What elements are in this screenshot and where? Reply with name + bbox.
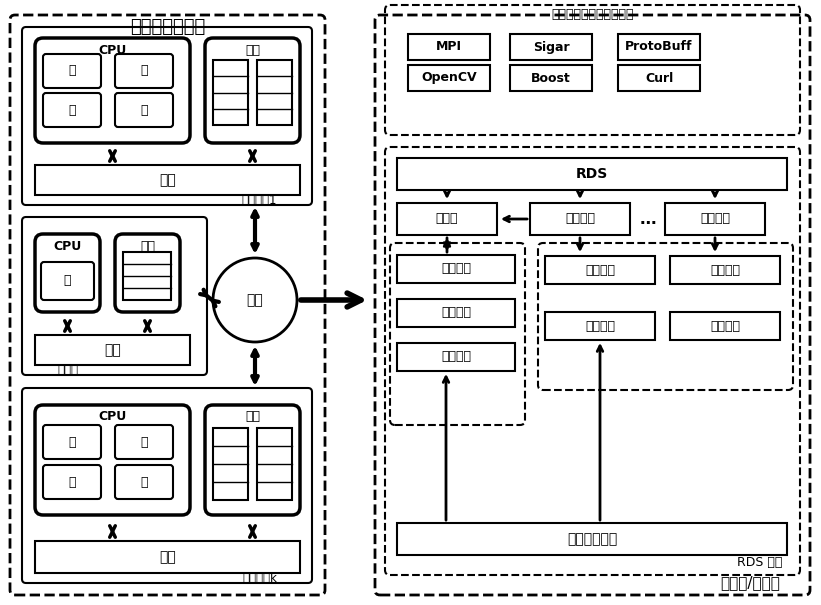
Text: 核: 核 [140,65,148,77]
Bar [35,335,190,365]
Text: 工作节点: 工作节点 [700,212,730,226]
Text: 物理机/虚拟机: 物理机/虚拟机 [720,575,780,590]
Bar [530,203,630,235]
Text: 核: 核 [64,275,71,287]
FancyBboxPatch shape [35,405,190,515]
Bar [665,203,765,235]
Text: 工作节点1: 工作节点1 [241,194,277,206]
Bar [397,343,515,371]
Text: CPU: CPU [99,411,126,423]
Text: 网络: 网络 [246,293,264,307]
Text: 资源探测系统底层库文件: 资源探测系统底层库文件 [551,8,634,22]
FancyBboxPatch shape [22,388,312,583]
Bar [545,256,655,284]
Bar [397,158,787,190]
Text: Sigar: Sigar [533,41,569,53]
FancyBboxPatch shape [22,217,207,375]
Text: 硬盘: 硬盘 [140,240,155,252]
Text: RDS 系统: RDS 系统 [737,557,782,569]
Bar [510,34,592,60]
Text: CPU: CPU [53,240,81,252]
Text: 核: 核 [68,103,76,117]
Bar [545,312,655,340]
Text: 硬盘: 硬盘 [245,411,260,423]
Text: …: … [640,210,656,228]
Bar [408,34,490,60]
FancyBboxPatch shape [43,93,101,127]
Text: 主存: 主存 [159,550,176,564]
Text: 分析模块: 分析模块 [441,263,471,275]
Text: 工作节点k: 工作节点k [242,572,277,584]
Bar [213,60,248,125]
Circle shape [213,258,297,342]
Bar [35,165,300,195]
Text: CPU: CPU [99,44,126,56]
Text: 核: 核 [68,65,76,77]
Bar [670,312,780,340]
Bar [397,299,515,327]
Text: 主节点: 主节点 [57,364,78,376]
Text: 核: 核 [140,476,148,488]
FancyBboxPatch shape [115,465,173,499]
Bar [257,428,292,500]
FancyBboxPatch shape [205,38,300,143]
Text: 异构分布式系统: 异构分布式系统 [130,18,205,36]
Bar [408,65,490,91]
Bar [618,65,700,91]
Bar [397,523,787,555]
FancyBboxPatch shape [205,405,300,515]
Text: 监视模块: 监视模块 [585,319,615,333]
FancyBboxPatch shape [43,425,101,459]
Text: 核: 核 [140,103,148,117]
Bar [397,255,515,283]
FancyBboxPatch shape [43,465,101,499]
Bar [213,428,248,500]
Text: Curl: Curl [644,71,673,85]
FancyBboxPatch shape [115,425,173,459]
FancyBboxPatch shape [115,54,173,88]
Text: MPI: MPI [436,41,462,53]
Text: 主节点: 主节点 [436,212,458,226]
Text: 硬盘: 硬盘 [245,44,260,56]
Text: RDS: RDS [576,167,608,181]
Text: 核: 核 [68,476,76,488]
FancyBboxPatch shape [115,234,180,312]
Text: 通信模块: 通信模块 [585,264,615,276]
Text: 主存: 主存 [159,173,176,187]
FancyBboxPatch shape [115,93,173,127]
Bar [510,65,592,91]
Text: 核: 核 [140,436,148,448]
Bar [397,203,497,235]
Text: ProtoBuff: ProtoBuff [626,41,693,53]
Bar [35,541,300,573]
FancyBboxPatch shape [43,54,101,88]
Text: 核: 核 [68,436,76,448]
FancyBboxPatch shape [41,262,94,300]
Text: 工作节点: 工作节点 [565,212,595,226]
Text: 探测模块: 探测模块 [441,350,471,364]
Text: 分发模块: 分发模块 [441,307,471,319]
FancyBboxPatch shape [35,234,100,312]
Bar [670,256,780,284]
FancyBboxPatch shape [35,38,190,143]
Bar [618,34,700,60]
FancyBboxPatch shape [22,27,312,205]
Bar [257,60,292,125]
Text: 环境设置模块: 环境设置模块 [566,532,617,546]
Bar [123,252,171,300]
Text: Boost: Boost [531,71,571,85]
Text: 训练模块: 训练模块 [710,319,740,333]
Text: OpenCV: OpenCV [421,71,477,85]
Text: 主存: 主存 [104,343,121,357]
Text: 日志模块: 日志模块 [710,264,740,276]
